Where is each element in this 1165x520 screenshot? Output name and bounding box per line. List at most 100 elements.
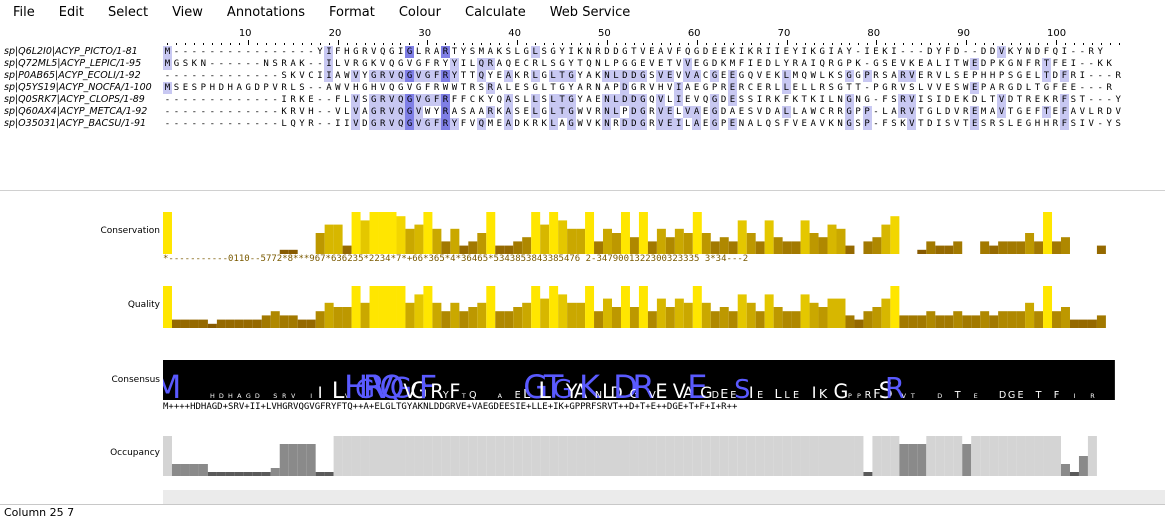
alignment-panel[interactable]: 10 20 30 40 50 60 70 80 90 100 sp|Q6L2I0|ACYP_PIC… [0,28,1165,148]
annotation-bar [800,220,810,254]
annotation-bar [899,315,909,328]
annotation-bar [225,319,235,328]
annotation-bar [477,302,487,328]
annotation-bar [405,302,415,328]
annotation-bar [315,311,325,328]
annotation-bar [252,319,262,328]
annotation-bar [396,286,406,328]
ruler-tick [624,43,626,45]
sequence-name[interactable]: sp|Q0SRK7|ACYP_CLOPS/1-89 [4,94,145,105]
annotation-bar [279,315,289,328]
ruler-tick [831,43,833,45]
ruler-label: 10 [238,28,252,39]
sequence-name[interactable]: sp|P0AB65|ACYP_ECOLI/1-92 [4,70,141,81]
ruler-tick [1091,43,1093,45]
annotation-bar [567,302,577,328]
consensus-logo-letter: Y [565,380,578,400]
annotation-bar [1061,464,1070,476]
ruler-tick [723,43,725,45]
conservation-track[interactable] [163,210,1123,254]
menu-select[interactable]: Select [107,5,149,20]
annotation-bar [953,311,963,328]
quality-track[interactable] [163,284,1123,328]
consensus-logo-letter: F [873,387,880,400]
menu-calculate[interactable]: Calculate [465,5,526,20]
annotation-bar [674,228,684,254]
ruler-tick [283,43,285,45]
annotation-bar [845,245,855,254]
annotation-bar [1043,212,1053,254]
annotation-bar [171,319,181,328]
panel-divider[interactable] [0,190,1165,191]
sequence-name[interactable]: sp|Q60AX4|ACYP_METCA/1-92 [4,106,148,117]
consensus-logo-letter: D [999,390,1006,400]
annotation-bar [369,212,379,254]
ruler-tick [167,43,168,45]
ruler-tick [328,43,330,45]
menu-edit[interactable]: Edit [58,5,84,20]
annotation-bar [297,319,307,328]
annotation-bar [908,315,918,328]
consensus-logo-letter: R [363,368,385,400]
menu-web-service[interactable]: Web Service [549,5,631,20]
annotation-bar [423,212,433,254]
consensus-logo-background [163,360,1115,400]
ruler-tick [759,43,761,45]
horizontal-scrollbar[interactable] [163,490,1165,504]
annotation-bar [809,233,819,254]
ruler-label: 50 [598,28,611,39]
annotation-bar [854,319,864,328]
ruler-tick [211,43,213,45]
consensus-logo-letter: L [775,387,783,400]
annotation-bar [351,212,361,254]
annotation-bar [764,294,774,328]
annotation-bar [764,436,774,476]
menu-annotations[interactable]: Annotations [226,5,305,20]
annotation-bar [333,436,343,476]
annotation-bar [647,241,657,254]
annotation-bar [1043,286,1053,328]
ruler-tick [346,43,348,45]
annotation-bar [594,241,604,254]
occupancy-track[interactable] [163,434,1123,476]
menu-format[interactable]: Format [329,5,375,20]
annotation-bar [1069,319,1079,328]
ruler-tick [589,43,591,45]
ruler-tick [544,43,546,45]
sequence-name[interactable]: sp|Q5YS19|ACYP_NOCFA/1-100 [4,82,152,93]
sequence-name[interactable]: sp|O35031|ACYP_BACSU/1-91 [4,118,147,129]
annotation-bar [926,436,936,476]
annotation-bar [854,436,864,476]
annotation-bar [495,436,505,476]
status-bar: Column 25 7 [0,504,1165,520]
menu-colour[interactable]: Colour [398,5,441,20]
annotation-bar [818,307,828,328]
sequence-name[interactable]: sp|Q72ML5|ACYP_LEPIC/1-95 [4,58,142,69]
annotation-bar [692,286,702,328]
consensus-logo[interactable]: M H D H A G D S R V I I L VHGRVQGVGFR Y F T Q A E LGLTGYAKN L… [163,360,1123,400]
annotation-bar [665,237,675,254]
ruler-tick [526,43,528,45]
ruler-tick [562,43,564,45]
consensus-logo-letter: G [523,368,548,400]
annotation-bar [441,311,451,328]
annotation-bar [207,323,217,328]
consensus-logo-letter: K [819,387,828,400]
menu-file[interactable]: File [13,5,35,20]
sequence-name[interactable]: sp|Q6L2I0|ACYP_PICTO/1-81 [4,46,138,57]
menu-view[interactable]: View [172,5,203,20]
annotation-bar [1034,436,1044,476]
annotation-bar [513,241,523,254]
ruler-tick [867,43,869,45]
annotation-bar [728,311,738,328]
annotation-bar [342,436,352,476]
annotation-bar [701,302,711,328]
consensus-logo-letter: E [515,390,521,400]
